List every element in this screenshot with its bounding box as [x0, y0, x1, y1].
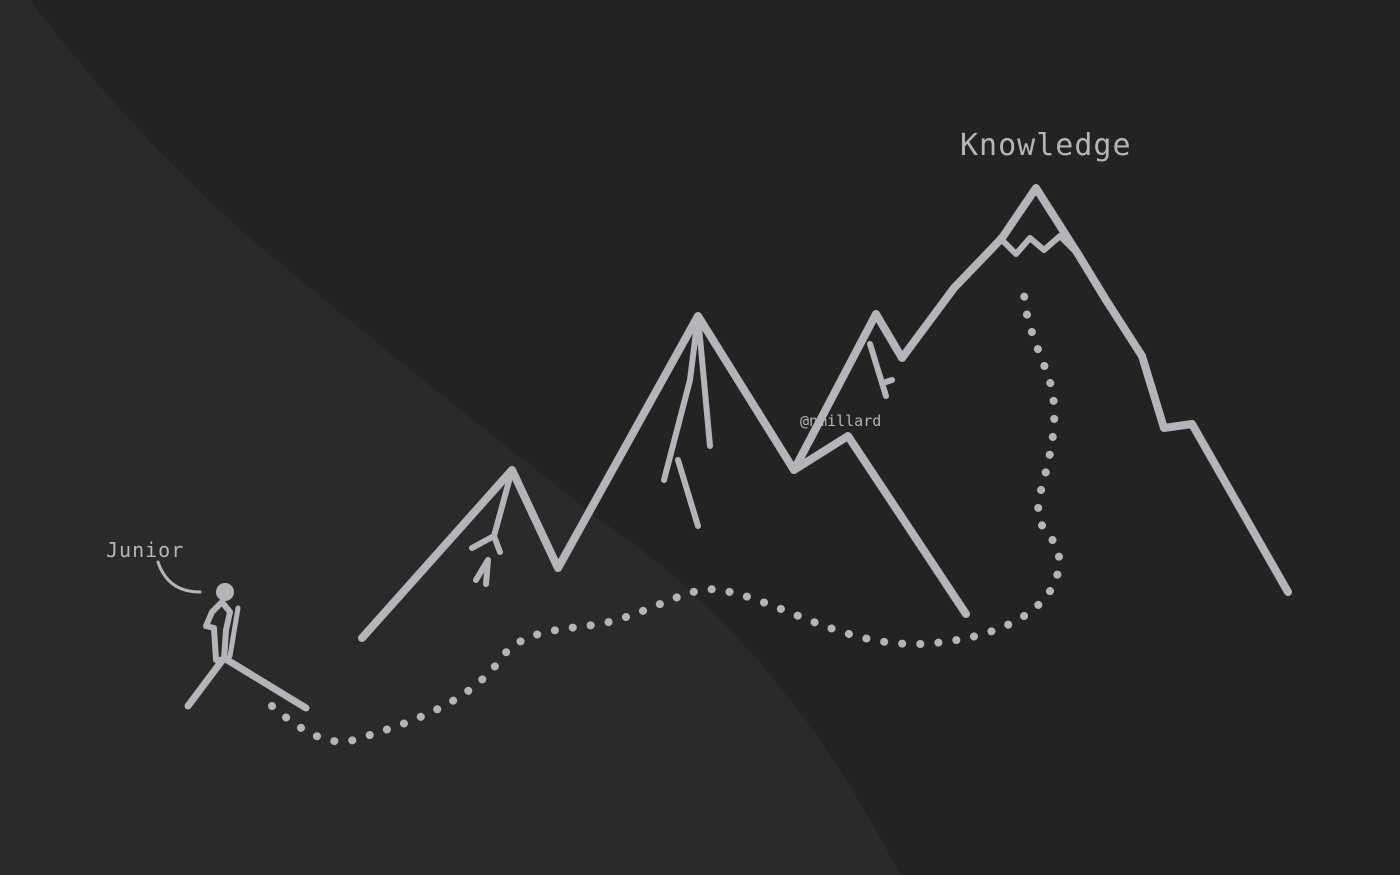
hiker-label: Junior	[106, 538, 185, 562]
stick-figure-hiker-icon	[156, 560, 310, 712]
hiker-pointer	[156, 560, 202, 594]
crevice-first-peak	[469, 467, 515, 587]
hiker-staff	[227, 605, 241, 659]
background-light-band	[0, 0, 900, 875]
hiker-body	[203, 599, 233, 663]
hiker-legs	[184, 654, 310, 712]
author-credit: @nmillard	[800, 412, 882, 430]
crevice-third-peak	[867, 341, 895, 399]
mountain-right-slope	[1138, 352, 1292, 596]
dotted-trail-icon	[268, 286, 1064, 746]
snow-cap	[997, 233, 1081, 257]
crevice-second-peak	[661, 313, 713, 529]
mountain-range-icon	[358, 184, 1292, 642]
hiker-head	[216, 583, 234, 601]
summit-label: Knowledge	[960, 128, 1132, 163]
